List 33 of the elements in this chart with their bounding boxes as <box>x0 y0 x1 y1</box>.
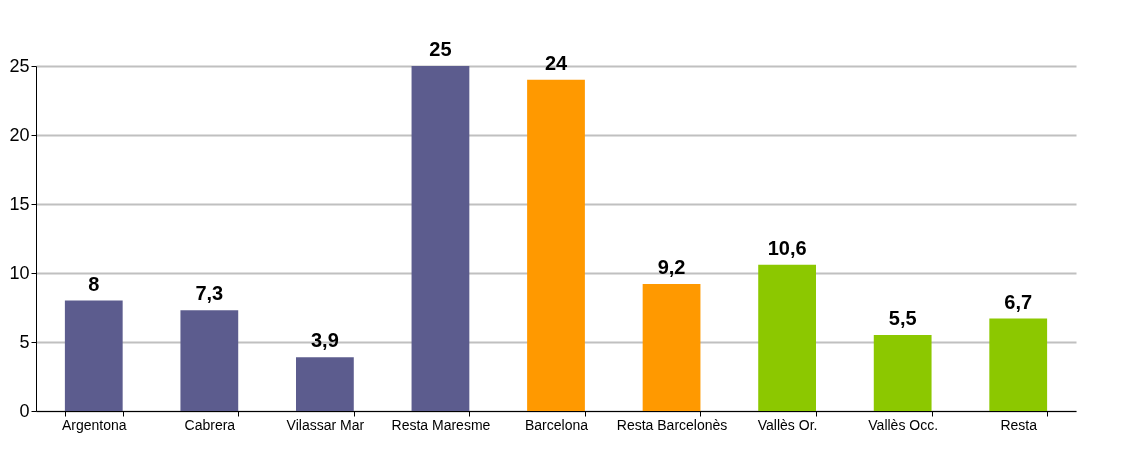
x-tick-label: Resta Barcelonès <box>616 416 728 433</box>
x-tick-label: Vilassar Mar <box>286 416 365 433</box>
y-tick-label: 20 <box>9 124 30 145</box>
data-label: 10,6 <box>767 236 807 259</box>
y-tick-label: 25 <box>9 55 30 76</box>
data-label: 8 <box>88 272 100 295</box>
y-tick-label: 0 <box>19 400 30 421</box>
x-tick-label: Cabrera <box>184 416 236 433</box>
x-tick-label: Barcelona <box>524 416 589 433</box>
bar <box>180 310 239 411</box>
bar <box>873 335 932 411</box>
bar <box>411 66 470 411</box>
data-label: 9,2 <box>657 256 686 279</box>
bar <box>64 300 123 411</box>
data-label: 3,9 <box>310 329 339 352</box>
y-tick-label: 5 <box>19 331 30 352</box>
y-tick-label: 10 <box>9 262 30 283</box>
data-label: 7,3 <box>195 282 224 305</box>
y-tick-label: 15 <box>9 193 30 214</box>
data-label: 5,5 <box>888 307 917 330</box>
data-label: 25 <box>429 38 452 60</box>
x-tick-label: Resta <box>1000 416 1038 433</box>
x-tick-label: Vallès Or. <box>757 416 818 433</box>
data-label: 6,7 <box>1004 290 1033 313</box>
bar <box>642 284 701 411</box>
bar <box>527 79 585 411</box>
x-tick-label: Resta Maresme <box>391 416 491 433</box>
data-label: 24 <box>544 51 568 74</box>
bar <box>989 318 1048 411</box>
bar <box>296 357 354 411</box>
x-tick-label: Vallès Occ. <box>868 416 939 433</box>
bar <box>758 264 816 411</box>
x-tick-label: Argentona <box>61 416 127 433</box>
